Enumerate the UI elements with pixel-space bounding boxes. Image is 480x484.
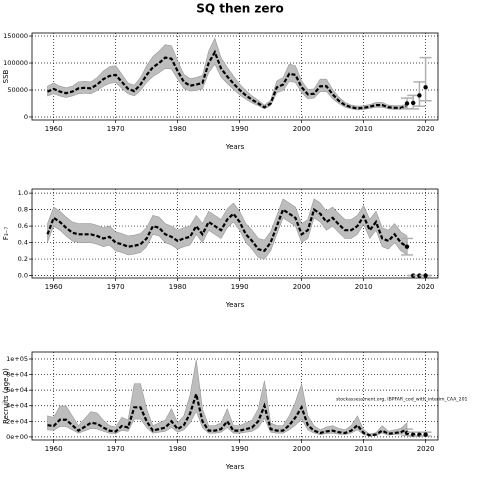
x-tick-label: 1960 (45, 125, 63, 133)
x-tick-label: 1980 (169, 283, 187, 291)
projection-point (404, 244, 410, 249)
x-tick-label: 2000 (293, 445, 311, 453)
x-tick-label: 2020 (417, 125, 435, 133)
chart-title: SQ then zero (196, 2, 283, 16)
annotation: stockassessment.org, IBPFAR_cod_with_int… (336, 397, 467, 403)
x-tick-label: 2010 (355, 125, 373, 133)
projection-point (411, 100, 416, 106)
y-tick-label: 1.0 (18, 189, 28, 197)
y-axis-label: Recruits (age 0) (2, 368, 10, 424)
x-tick-label: 2020 (417, 283, 435, 291)
y-tick-label: 0 (24, 113, 28, 121)
x-tick-label: 1960 (45, 283, 63, 291)
projection-point (423, 85, 428, 90)
y-tick-label: 8e+04 (6, 371, 28, 379)
y-tick-label: 0e+00 (6, 433, 28, 441)
x-tick-label: 2010 (355, 283, 373, 291)
x-tick-label: 1990 (231, 283, 249, 291)
y-tick-label: 50000 (7, 86, 28, 94)
projection-point (411, 273, 416, 278)
x-axis-label: Years (225, 463, 245, 471)
projection-point (423, 273, 428, 278)
y-tick-label: 150000 (3, 32, 28, 40)
x-tick-label: 1970 (107, 283, 125, 291)
projection-point (417, 93, 422, 98)
confidence-band (47, 37, 408, 111)
x-tick-label: 1990 (231, 125, 249, 133)
y-tick-label: 0.2 (18, 255, 28, 263)
x-tick-label: 1980 (169, 445, 187, 453)
x-axis-label: Years (225, 143, 245, 151)
plot-frame (31, 351, 439, 441)
x-tick-label: 2010 (355, 445, 373, 453)
x-tick-label: 1970 (107, 125, 125, 133)
plot-frame (31, 188, 439, 279)
y-tick-label: 0.4 (18, 239, 28, 247)
projection-point (417, 273, 422, 278)
projection-point (404, 430, 410, 436)
y-tick-label: 0.8 (18, 206, 28, 214)
y-tick-label: 100000 (3, 59, 28, 67)
y-axis-label: F₃₋₇ (2, 227, 10, 241)
x-tick-label: 1970 (107, 445, 125, 453)
x-tick-label: 2000 (293, 125, 311, 133)
plot-frame (31, 32, 439, 121)
x-tick-label: 1990 (231, 445, 249, 453)
x-tick-label: 2020 (417, 445, 435, 453)
x-axis-label: Years (225, 301, 245, 309)
median-line (46, 207, 408, 253)
y-tick-label: 0.0 (18, 272, 28, 280)
y-tick-label: 2e+04 (6, 417, 28, 425)
projection-point (423, 432, 428, 437)
y-axis-label: SSB (2, 69, 10, 83)
x-tick-label: 2000 (293, 283, 311, 291)
median-line (47, 389, 408, 437)
y-tick-label: 6e+04 (6, 386, 28, 394)
projection-point (404, 101, 410, 106)
median-line (47, 49, 408, 110)
x-tick-label: 1960 (45, 445, 63, 453)
y-tick-label: 0.6 (18, 222, 28, 230)
x-tick-label: 1980 (169, 125, 187, 133)
y-tick-label: 1e+05 (6, 355, 28, 363)
y-tick-label: 4e+04 (6, 402, 28, 410)
